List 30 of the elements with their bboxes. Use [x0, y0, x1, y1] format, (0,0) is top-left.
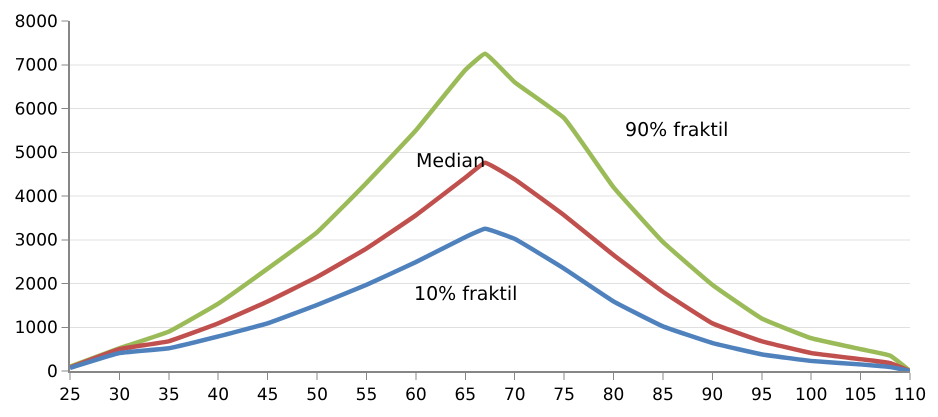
- x-tick-label: 30: [108, 385, 130, 406]
- x-tick-label: 105: [844, 385, 877, 406]
- x-tick-label: 80: [602, 385, 624, 406]
- x-tick-label: 85: [652, 385, 674, 406]
- x-tick-label: 60: [405, 385, 427, 406]
- x-tick-label: 90: [702, 385, 724, 406]
- x-tick-label: 25: [59, 385, 81, 406]
- x-tick-label: 100: [794, 385, 828, 406]
- y-tick-label: 0: [47, 362, 58, 382]
- y-tick-label: 8000: [14, 12, 58, 32]
- y-tick-label: 6000: [14, 99, 58, 120]
- x-tick-label: 35: [158, 385, 180, 406]
- x-tick-label: 40: [207, 385, 230, 406]
- x-tick-label: 50: [306, 385, 328, 406]
- x-tick-label: 75: [553, 385, 575, 406]
- y-tick-label: 4000: [14, 186, 58, 207]
- y-tick-label: 3000: [14, 230, 58, 251]
- y-tick-label: 5000: [14, 143, 58, 164]
- y-tick-label: 2000: [14, 274, 58, 294]
- x-tick-label: 110: [894, 385, 926, 406]
- series-label: 10% fraktil: [414, 283, 518, 305]
- y-tick-label: 1000: [14, 318, 58, 338]
- x-tick-label: 70: [504, 385, 526, 406]
- series-label: 90% fraktil: [625, 119, 728, 141]
- x-tick-label: 55: [356, 385, 378, 406]
- y-tick-label: 7000: [14, 56, 58, 76]
- series-label: Median: [416, 150, 486, 172]
- x-tick-label: 95: [750, 385, 773, 406]
- x-tick-label: 45: [256, 385, 278, 406]
- x-tick-label: 65: [454, 385, 476, 406]
